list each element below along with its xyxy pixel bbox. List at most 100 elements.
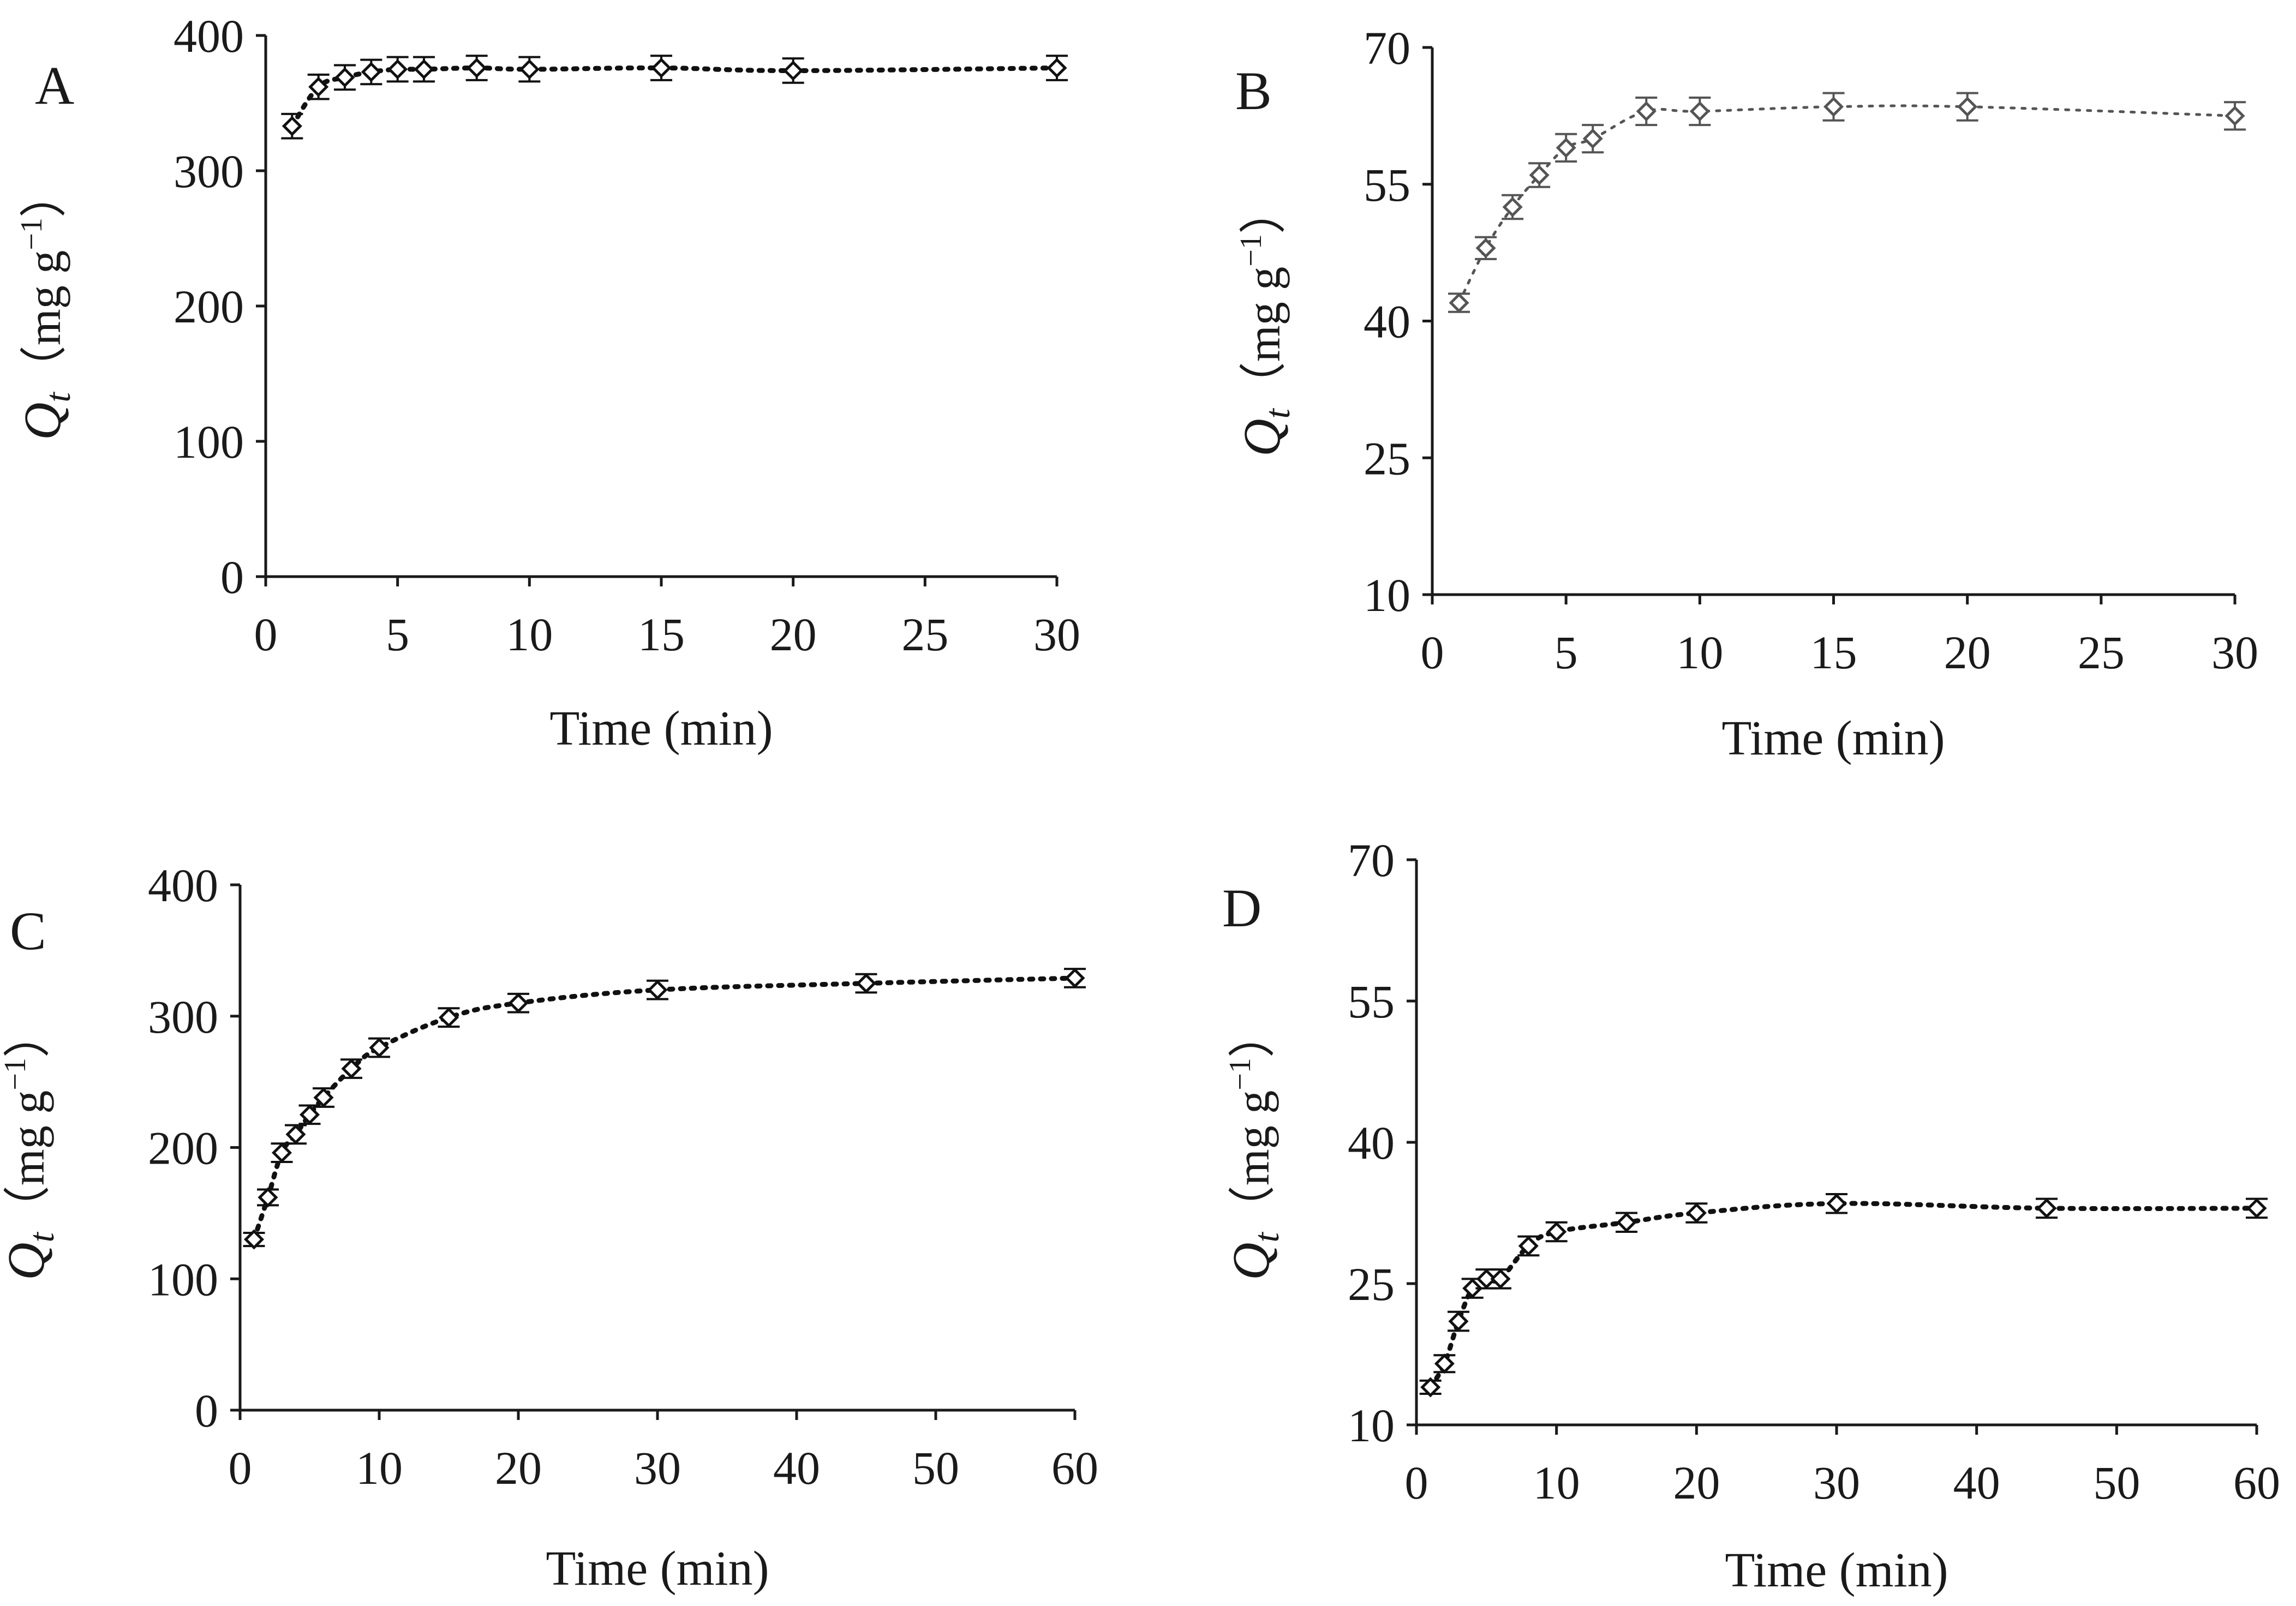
y-tick-label-b: 10 <box>1364 569 1410 621</box>
x-axis-title-b: Time (min) <box>1721 711 1945 765</box>
data-point-b <box>1689 101 1710 122</box>
data-point-d <box>1434 1353 1455 1374</box>
data-point-d <box>1686 1202 1707 1224</box>
data-point-d <box>1518 1236 1539 1256</box>
fit-line-b <box>1457 104 2237 304</box>
x-tick-label-b: 10 <box>1676 626 1723 679</box>
data-point-a <box>308 76 329 97</box>
data-point-c <box>1065 968 1085 988</box>
panel-label-b: B <box>1235 61 1272 121</box>
y-tick-label-d: 40 <box>1348 1117 1395 1169</box>
x-tick-label-b: 5 <box>1554 626 1578 679</box>
y-tick-label-a: 400 <box>174 10 244 62</box>
x-tick-label-c: 40 <box>773 1442 820 1494</box>
data-point-d <box>1616 1212 1637 1233</box>
data-point-b <box>1502 197 1523 218</box>
y-axis-title-c: Qt（mg g−1） <box>0 1011 62 1280</box>
data-point-c <box>271 1142 292 1163</box>
fit-line-d <box>1428 1201 2259 1390</box>
fit-line-c <box>252 975 1078 1242</box>
x-tick-label-a: 20 <box>770 608 817 661</box>
data-point-c <box>508 993 529 1014</box>
data-point-d <box>1462 1278 1483 1299</box>
data-point-a <box>361 62 381 82</box>
data-point-d <box>1420 1377 1441 1398</box>
x-tick-label-a: 5 <box>386 608 409 661</box>
data-point-d <box>1448 1311 1469 1332</box>
y-tick-label-c: 100 <box>148 1253 218 1305</box>
y-tick-label-b: 40 <box>1364 296 1410 348</box>
panel-a: 0 100 200 300 400 0 5 10 15 20 25 30 Time (min) Qt（mg… <box>13 10 1080 756</box>
data-point-c <box>285 1124 306 1144</box>
y-tick-label-a: 300 <box>174 145 244 197</box>
data-point-d <box>1546 1221 1567 1242</box>
data-point-c <box>438 1007 459 1028</box>
data-point-d <box>1476 1268 1497 1289</box>
data-point-a <box>334 67 355 88</box>
data-point-c <box>856 973 877 994</box>
x-tick-label-b: 0 <box>1421 626 1444 679</box>
data-point-d <box>2036 1198 2057 1219</box>
data-point-b <box>2225 105 2245 126</box>
x-tick-label-d: 40 <box>1953 1457 2000 1509</box>
data-point-b <box>1556 137 1576 158</box>
y-tick-label-d: 55 <box>1348 975 1395 1028</box>
data-point-c <box>313 1087 334 1108</box>
x-tick-label-d: 50 <box>2093 1457 2140 1509</box>
y-tick-label-b: 55 <box>1364 159 1410 211</box>
y-tick-label-a: 100 <box>174 416 244 468</box>
y-tick-label-d: 25 <box>1348 1258 1395 1310</box>
x-tick-label-c: 20 <box>495 1442 542 1494</box>
x-tick-label-d: 20 <box>1673 1457 1720 1509</box>
x-tick-label-c: 0 <box>229 1442 252 1494</box>
y-axis-title-d: Qt（mg g−1） <box>1222 1011 1287 1280</box>
y-tick-label-a: 200 <box>174 280 244 333</box>
x-tick-label-c: 60 <box>1051 1442 1098 1494</box>
x-tick-label-b: 25 <box>2078 626 2125 679</box>
data-point-b <box>1449 292 1469 313</box>
data-point-c <box>369 1037 390 1058</box>
x-tick-label-c: 30 <box>634 1442 681 1494</box>
y-tick-label-b: 25 <box>1364 432 1410 484</box>
panel-c: 0 100 200 300 400 0 10 20 30 40 50 60 Time (min) Qt（m… <box>0 859 1098 1596</box>
y-tick-label-c: 200 <box>148 1122 218 1174</box>
data-point-a <box>282 116 302 136</box>
panel-b: 10 25 40 55 70 0 5 10 15 20 25 30 Time (min) Qt（mg g−… <box>1233 22 2258 765</box>
y-tick-label-d: 70 <box>1348 834 1395 886</box>
x-axis-title-a: Time (min) <box>549 702 773 756</box>
data-point-d <box>1826 1193 1847 1214</box>
y-axis-title-a: Qt（mg g−1） <box>13 171 78 440</box>
data-point-b <box>1475 238 1496 259</box>
x-axis-title-d: Time (min) <box>1725 1543 1948 1597</box>
x-tick-label-c: 50 <box>912 1442 959 1494</box>
y-tick-label-c: 0 <box>195 1385 218 1437</box>
x-tick-label-b: 20 <box>1944 626 1991 679</box>
y-tick-label-c: 400 <box>148 859 218 912</box>
data-point-c <box>341 1058 362 1079</box>
x-tick-label-a: 15 <box>638 608 685 661</box>
x-tick-label-d: 60 <box>2233 1457 2280 1509</box>
data-point-d <box>2246 1198 2267 1219</box>
y-tick-label-a: 0 <box>220 551 244 603</box>
data-point-b <box>1957 97 1978 117</box>
y-tick-label-b: 70 <box>1364 22 1410 74</box>
x-tick-label-b: 30 <box>2211 626 2258 679</box>
x-axis-title-c: Time (min) <box>546 1542 769 1596</box>
data-point-b <box>1823 97 1844 117</box>
panel-label-c: C <box>10 901 46 961</box>
data-point-a <box>1047 57 1067 79</box>
data-point-d <box>1490 1268 1511 1289</box>
x-tick-label-a: 10 <box>506 608 553 661</box>
data-point-a <box>519 59 540 80</box>
x-tick-label-d: 30 <box>1813 1457 1860 1509</box>
x-tick-label-a: 25 <box>901 608 948 661</box>
data-point-a <box>651 57 672 79</box>
y-tick-label-d: 10 <box>1348 1399 1395 1452</box>
data-point-a <box>387 59 408 80</box>
fit-line-a <box>289 65 1060 129</box>
data-point-c <box>299 1104 320 1125</box>
y-tick-label-c: 300 <box>148 991 218 1043</box>
